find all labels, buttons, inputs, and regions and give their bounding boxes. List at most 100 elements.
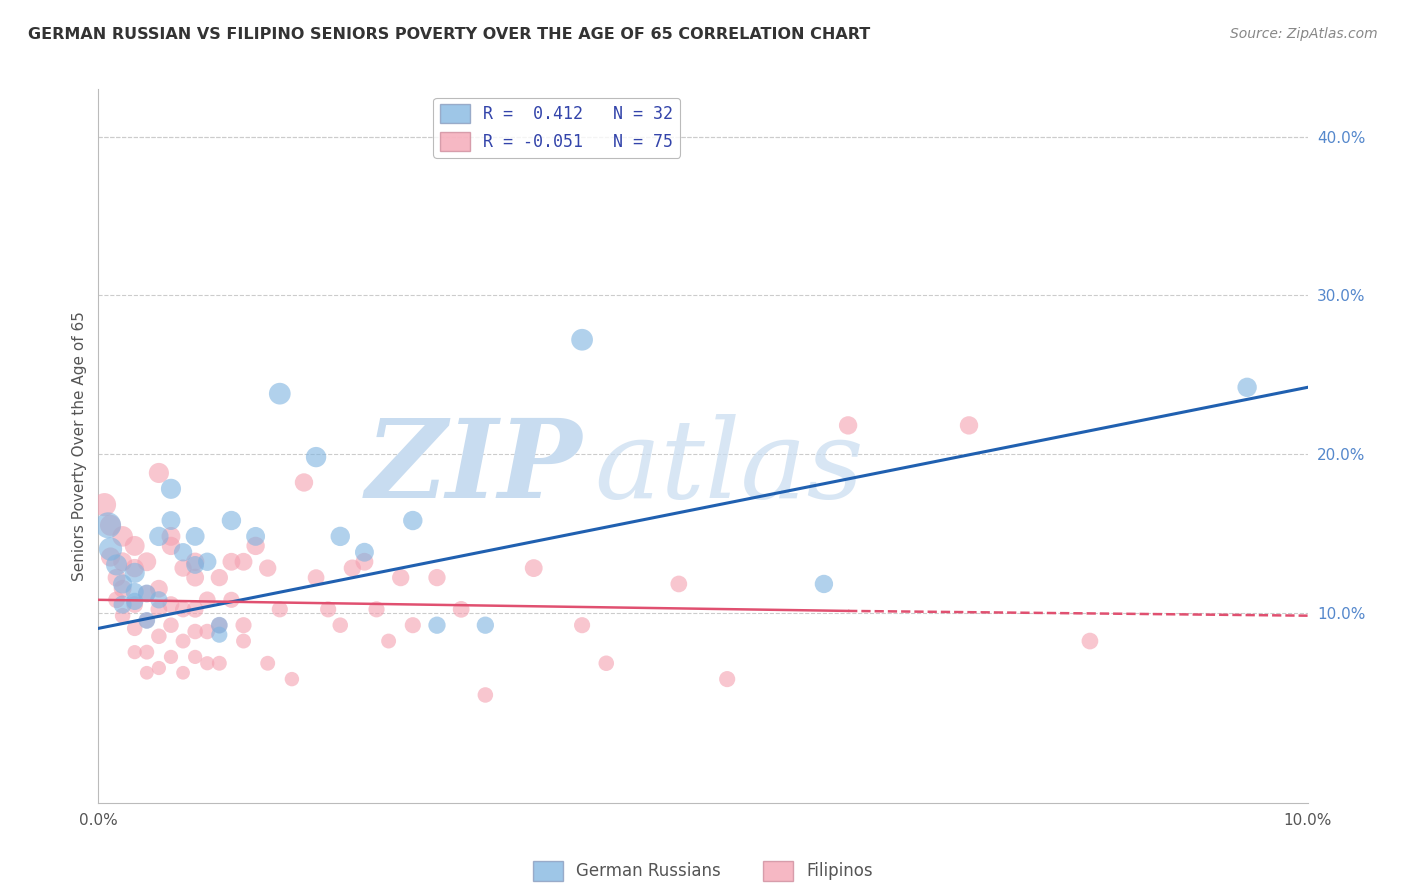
Point [329, 529, 352, 543]
Text: Source: ZipAtlas.com: Source: ZipAtlas.com [1230, 27, 1378, 41]
Point [105, 592, 128, 607]
Point [160, 482, 183, 496]
Point [523, 561, 546, 575]
Point [571, 618, 593, 632]
Point [474, 618, 496, 632]
Point [135, 614, 157, 628]
Point [111, 555, 134, 569]
Point [342, 561, 364, 575]
Point [172, 634, 194, 648]
Point [377, 634, 399, 648]
Point [184, 602, 207, 616]
Point [148, 466, 170, 480]
Point [160, 539, 183, 553]
Point [100, 518, 122, 533]
Point [100, 542, 122, 557]
Point [93, 498, 115, 512]
Text: ZIP: ZIP [366, 414, 582, 521]
Point [256, 561, 278, 575]
Point [124, 561, 146, 575]
Point [124, 566, 146, 580]
Point [366, 602, 388, 616]
Y-axis label: Seniors Poverty Over the Age of 65: Seniors Poverty Over the Age of 65 [72, 311, 87, 581]
Point [292, 475, 315, 490]
Point [232, 555, 254, 569]
Point [1236, 380, 1258, 394]
Point [135, 555, 157, 569]
Point [135, 586, 157, 600]
Point [184, 649, 207, 664]
Point [195, 555, 218, 569]
Point [426, 618, 449, 632]
Point [195, 657, 218, 671]
Point [245, 529, 267, 543]
Point [124, 539, 146, 553]
Text: GERMAN RUSSIAN VS FILIPINO SENIORS POVERTY OVER THE AGE OF 65 CORRELATION CHART: GERMAN RUSSIAN VS FILIPINO SENIORS POVER… [28, 27, 870, 42]
Text: atlas: atlas [595, 414, 863, 521]
Point [148, 661, 170, 675]
Point [148, 629, 170, 643]
Point [105, 571, 128, 585]
Point [135, 665, 157, 680]
Legend: German Russians, Filipinos: German Russians, Filipinos [526, 855, 880, 888]
Point [389, 571, 412, 585]
Point [195, 592, 218, 607]
Point [402, 514, 425, 528]
Point [111, 608, 134, 623]
Point [269, 602, 291, 616]
Point [124, 598, 146, 612]
Point [148, 582, 170, 596]
Point [353, 545, 375, 559]
Point [105, 558, 128, 572]
Point [184, 529, 207, 543]
Point [184, 571, 207, 585]
Point [221, 555, 243, 569]
Point [232, 634, 254, 648]
Point [100, 549, 122, 564]
Point [172, 602, 194, 616]
Point [195, 624, 218, 639]
Point [269, 386, 291, 401]
Point [571, 333, 593, 347]
Point [221, 514, 243, 528]
Point [716, 672, 738, 686]
Point [160, 618, 183, 632]
Point [221, 592, 243, 607]
Point [668, 577, 690, 591]
Point [148, 602, 170, 616]
Point [245, 539, 267, 553]
Point [111, 598, 134, 612]
Point [135, 645, 157, 659]
Point [172, 665, 194, 680]
Point [837, 418, 859, 433]
Point [208, 628, 231, 642]
Point [184, 558, 207, 572]
Point [160, 514, 183, 528]
Point [426, 571, 449, 585]
Point [111, 529, 134, 543]
Point [184, 624, 207, 639]
Point [402, 618, 425, 632]
Point [595, 657, 617, 671]
Point [208, 657, 231, 671]
Point [135, 614, 157, 628]
Point [172, 545, 194, 559]
Point [256, 657, 278, 671]
Point [111, 577, 134, 591]
Point [97, 518, 120, 533]
Point [353, 555, 375, 569]
Point [957, 418, 980, 433]
Point [172, 561, 194, 575]
Point [208, 618, 231, 632]
Point [450, 602, 472, 616]
Point [281, 672, 304, 686]
Point [329, 618, 352, 632]
Point [124, 645, 146, 659]
Point [135, 586, 157, 600]
Point [208, 618, 231, 632]
Point [160, 598, 183, 612]
Point [124, 621, 146, 635]
Point [305, 571, 328, 585]
Point [124, 585, 146, 599]
Point [305, 450, 328, 464]
